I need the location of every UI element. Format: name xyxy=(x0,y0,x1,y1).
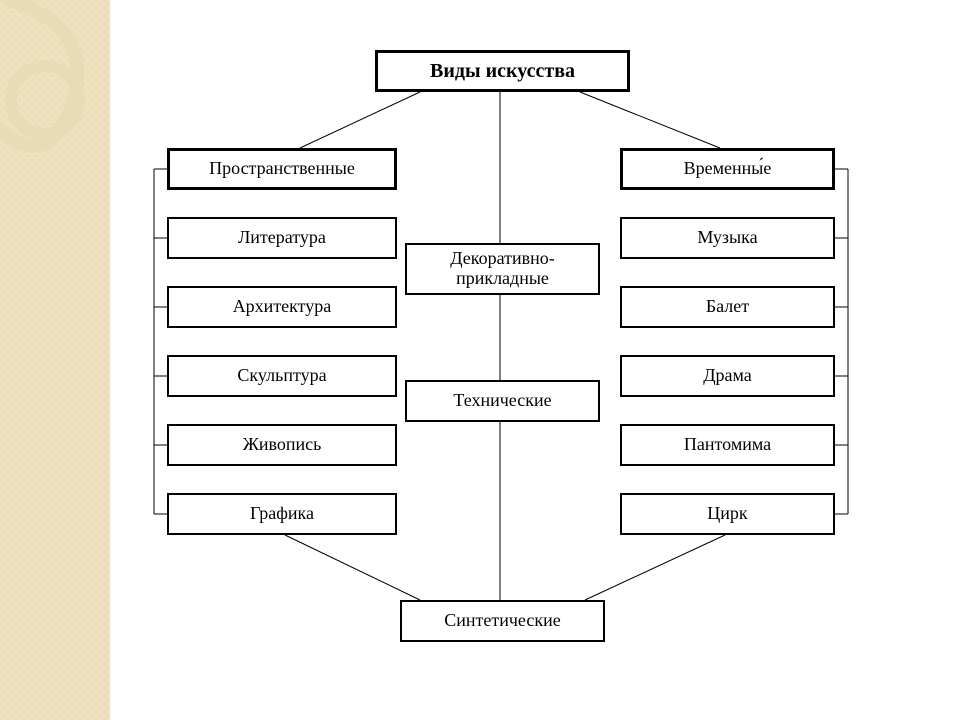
node-label: Музыка xyxy=(697,228,757,248)
node-graph: Графика xyxy=(167,493,397,535)
node-decor: Декоративно-прикладные xyxy=(405,243,600,295)
node-circus: Цирк xyxy=(620,493,835,535)
node-label: Временны́е xyxy=(684,159,772,179)
node-tech: Технические xyxy=(405,380,600,422)
node-panto: Пантомима xyxy=(620,424,835,466)
node-label: Драма xyxy=(703,366,752,386)
node-temporal: Временны́е xyxy=(620,148,835,190)
node-root: Виды искусства xyxy=(375,50,630,92)
node-label: Синтетические xyxy=(444,611,560,631)
node-music: Музыка xyxy=(620,217,835,259)
node-label: Пантомима xyxy=(684,435,771,455)
node-label: Цирк xyxy=(707,504,747,524)
node-label: Графика xyxy=(250,504,314,524)
node-drama: Драма xyxy=(620,355,835,397)
node-label: Декоративно-прикладные xyxy=(450,249,554,289)
node-label: Архитектура xyxy=(233,297,332,317)
node-label: Скульптура xyxy=(237,366,326,386)
swirl-icon xyxy=(0,0,140,210)
node-label: Живопись xyxy=(243,435,322,455)
node-arch: Архитектура xyxy=(167,286,397,328)
node-label: Балет xyxy=(706,297,749,317)
node-label: Технические xyxy=(453,391,551,411)
node-sculp: Скульптура xyxy=(167,355,397,397)
decorative-sidebar xyxy=(0,0,110,720)
node-spatial: Пространственные xyxy=(167,148,397,190)
node-lit: Литература xyxy=(167,217,397,259)
node-ballet: Балет xyxy=(620,286,835,328)
node-paint: Живопись xyxy=(167,424,397,466)
node-synth: Синтетические xyxy=(400,600,605,642)
node-label: Литература xyxy=(238,228,326,248)
node-label: Пространственные xyxy=(209,159,355,179)
node-label: Виды искусства xyxy=(430,60,575,82)
